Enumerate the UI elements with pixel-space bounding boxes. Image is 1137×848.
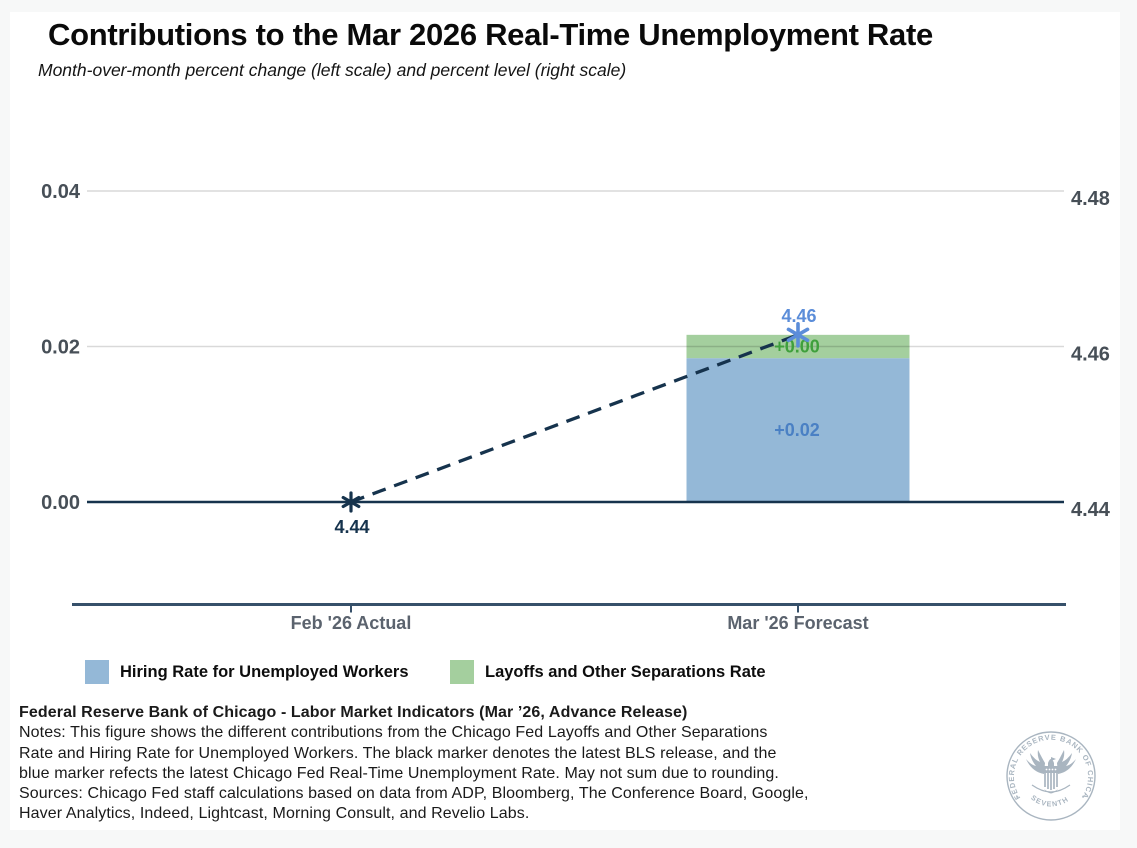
chicago-fed-seal-logo: FEDERAL RESERVE BANK OF CHICAGO SEVENTH … — [1004, 729, 1096, 821]
footer-note-line: Sources: Chicago Fed staff calculations … — [19, 785, 809, 803]
footer-note-line: blue marker refects the latest Chicago F… — [19, 764, 779, 782]
chart-subtitle: Month-over-month percent change (left sc… — [38, 60, 627, 80]
legend-item-layoffs-rate: Layoffs and Other Separations Rate — [450, 660, 766, 684]
right-axis-tick-label: 4.44 — [1071, 499, 1111, 521]
legend-item-hiring-rate: Hiring Rate for Unemployed Workers — [85, 660, 409, 684]
chart-panel — [10, 12, 1120, 830]
legend-label: Hiring Rate for Unemployed Workers — [120, 662, 409, 681]
bar-value-label: +0.02 — [774, 420, 820, 440]
footer-source-line: Federal Reserve Bank of Chicago - Labor … — [19, 704, 688, 721]
asterisk-marker — [341, 495, 361, 509]
asterisk-marker — [786, 327, 810, 343]
legend-label: Layoffs and Other Separations Rate — [485, 662, 766, 681]
x-axis-category-label: Feb '26 Actual — [291, 613, 412, 633]
seal-eagle — [1026, 750, 1076, 794]
svg-text:*: * — [1016, 796, 1019, 802]
chart-title: Contributions to the Mar 2026 Real-Time … — [48, 17, 933, 52]
marker-value-label: 4.46 — [781, 306, 816, 326]
footer-note-line: Haver Analytics, Indeed, Lightcast, Morn… — [19, 805, 530, 823]
bar-segment-hiring — [686, 358, 910, 502]
svg-text:*: * — [1082, 796, 1085, 802]
footer-note-line: Rate and Hiring Rate for Unemployed Work… — [19, 744, 777, 762]
footer-note-line: Notes: This figure shows the different c… — [19, 724, 768, 742]
right-axis-tick-label: 4.46 — [1071, 344, 1110, 366]
legend-swatch-layoffs-rate — [450, 660, 474, 684]
marker-value-label: 4.44 — [334, 517, 369, 537]
left-axis-tick-label: 0.04 — [41, 181, 81, 203]
left-axis-tick-label: 0.02 — [41, 337, 80, 359]
footer-notes: Federal Reserve Bank of Chicago - Labor … — [19, 703, 809, 825]
legend-swatch-hiring-rate — [85, 660, 109, 684]
x-axis-category-label: Mar '26 Forecast — [727, 613, 868, 633]
left-axis-tick-label: 0.00 — [41, 492, 80, 514]
forecast-connector-dashed-line — [350, 333, 799, 504]
right-axis-tick-label: 4.48 — [1071, 188, 1110, 210]
